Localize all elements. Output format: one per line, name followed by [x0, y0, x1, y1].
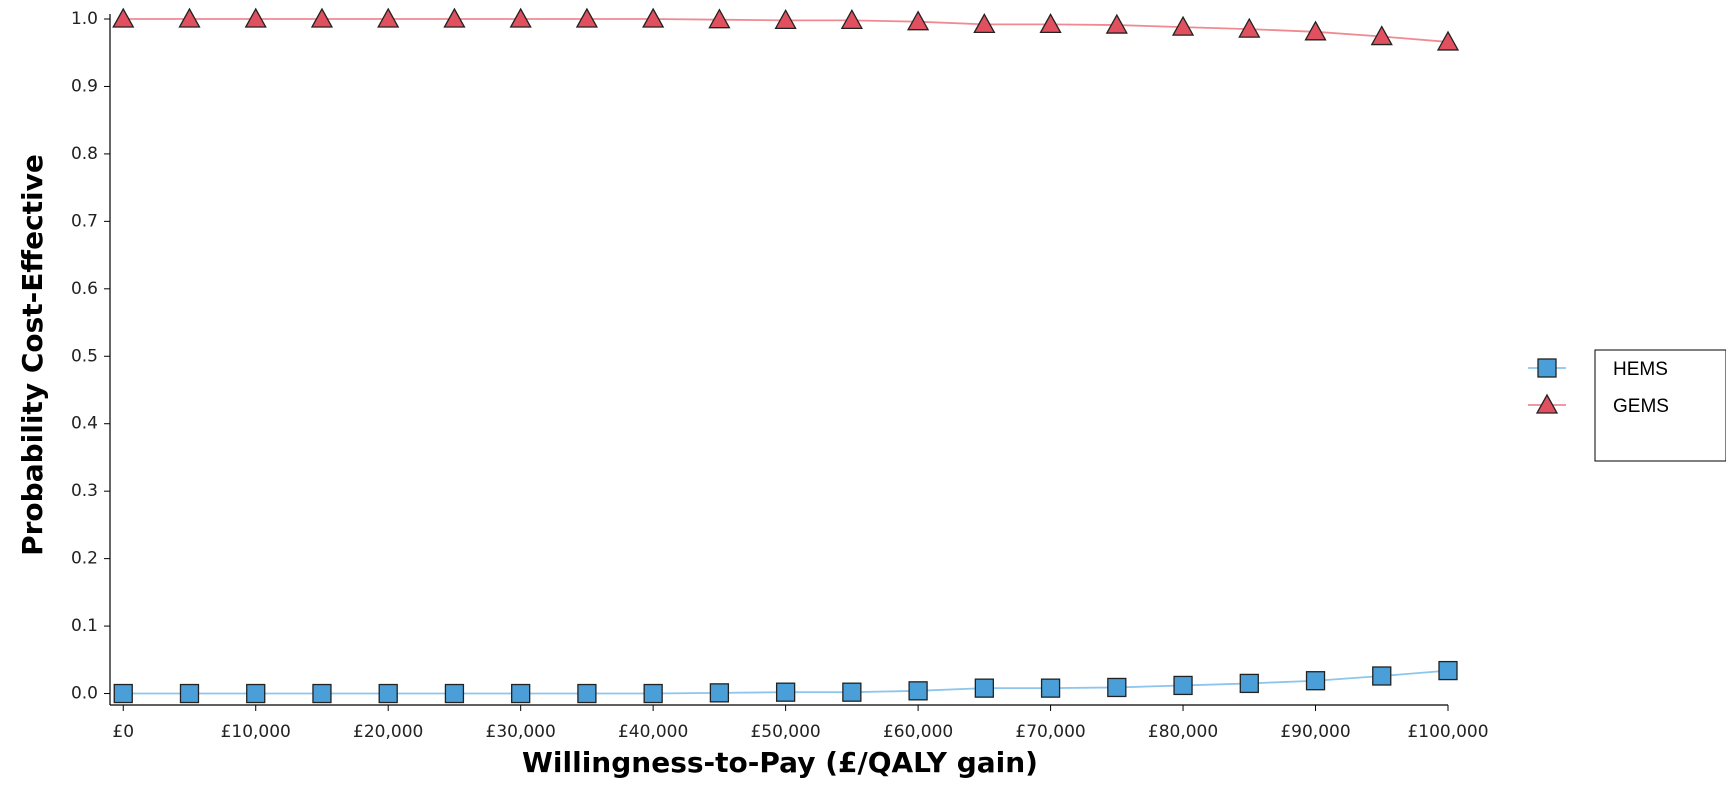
x-tick-label: £10,000 — [221, 722, 291, 742]
data-point — [310, 7, 334, 28]
data-point — [178, 7, 201, 28]
data-point — [443, 7, 466, 28]
data-point — [1436, 30, 1460, 51]
y-tick-label: 0.9 — [71, 76, 98, 96]
y-tick-label: 0.6 — [71, 279, 98, 299]
data-point — [1372, 666, 1392, 686]
data-point — [378, 683, 398, 704]
legend-marker — [1535, 393, 1559, 414]
y-tick-label: 0.1 — [71, 616, 98, 636]
data-point — [112, 7, 135, 28]
data-point — [974, 678, 994, 698]
data-point — [1239, 673, 1259, 694]
data-point — [642, 7, 665, 28]
data-point — [842, 682, 862, 702]
data-point — [1040, 678, 1061, 698]
y-tick-label: 0.0 — [71, 684, 98, 704]
y-tick-label: 1.0 — [71, 9, 98, 29]
y-tick-label: 0.8 — [71, 144, 98, 164]
x-tick-label: £0 — [112, 722, 134, 742]
data-point — [1304, 20, 1327, 41]
data-point — [1370, 25, 1393, 46]
data-point — [511, 683, 531, 704]
legend-label: GEMS — [1613, 396, 1669, 417]
data-point — [244, 7, 267, 28]
data-point — [973, 13, 996, 34]
y-axis-title: Probability Cost-Effective — [16, 154, 49, 556]
x-tick-label: £70,000 — [1015, 722, 1085, 742]
data-point — [840, 9, 863, 29]
data-point — [575, 7, 599, 28]
x-tick-label: £20,000 — [353, 722, 423, 742]
data-point — [246, 683, 266, 704]
data-point — [774, 9, 797, 29]
legend-label: HEMS — [1613, 359, 1668, 380]
x-tick-label: £50,000 — [750, 722, 820, 742]
data-point — [1238, 17, 1261, 38]
data-point — [444, 683, 465, 704]
data-point — [708, 8, 731, 29]
data-point — [1171, 15, 1195, 36]
data-point — [908, 681, 928, 701]
data-point — [1305, 671, 1326, 691]
x-tick-label: £30,000 — [486, 722, 556, 742]
data-point — [577, 683, 597, 704]
data-point — [775, 682, 796, 702]
data-point — [509, 7, 532, 28]
x-tick-label: £80,000 — [1148, 722, 1218, 742]
y-tick-label: 0.5 — [71, 346, 98, 366]
x-tick-label: £60,000 — [883, 722, 953, 742]
data-point — [643, 683, 663, 704]
data-point — [1105, 13, 1128, 34]
data-point — [179, 683, 200, 704]
data-point — [1173, 675, 1193, 696]
data-point — [1039, 13, 1062, 34]
legend-box — [1594, 349, 1726, 462]
y-tick-label: 0.3 — [71, 481, 98, 501]
y-tick-label: 0.4 — [71, 414, 98, 434]
data-point — [377, 7, 400, 28]
x-tick-label: £90,000 — [1280, 722, 1350, 742]
legend-marker — [1537, 358, 1557, 378]
data-point — [1107, 677, 1127, 698]
data-point — [312, 683, 332, 704]
data-point — [906, 10, 930, 31]
y-tick-label: 0.2 — [71, 549, 98, 569]
x-tick-label: £100,000 — [1407, 722, 1488, 742]
data-point — [709, 683, 730, 703]
data-point — [1438, 660, 1458, 681]
x-tick-label: £40,000 — [618, 722, 688, 742]
x-axis-title: Willingness-to-Pay (£/QALY gain) — [522, 746, 1038, 779]
data-point — [113, 683, 133, 704]
y-tick-label: 0.7 — [71, 211, 98, 231]
